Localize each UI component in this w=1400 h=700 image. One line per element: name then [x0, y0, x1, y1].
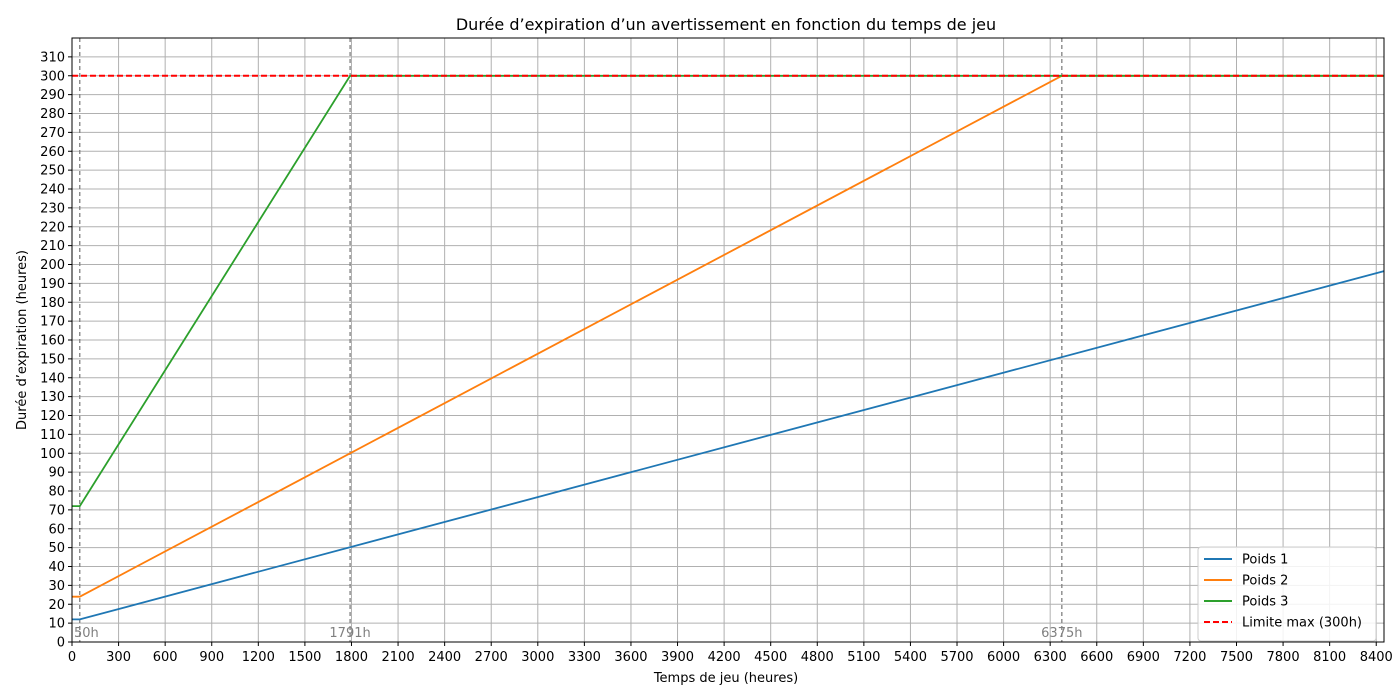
y-tick-label: 60	[48, 522, 65, 537]
y-tick-label: 20	[48, 598, 65, 613]
x-tick-label: 6000	[987, 650, 1020, 665]
legend-label: Poids 1	[1242, 553, 1288, 568]
y-tick-label: 90	[48, 466, 65, 481]
reference-lines: 50h 1791h 6375h	[74, 38, 1082, 642]
series-line-poids-1	[72, 270, 1385, 621]
x-tick-label: 6900	[1127, 650, 1160, 665]
x-axis-label: Temps de jeu (heures)	[653, 671, 798, 686]
y-tick-label: 250	[40, 164, 65, 179]
y-tick-label: 240	[40, 183, 65, 198]
x-tick-label: 5400	[894, 650, 927, 665]
axis-ticks: 0 300 600 900 1200 1500 1800 2100 2400 2700 3000 33…	[40, 50, 1393, 665]
x-tick-label: 7200	[1173, 650, 1206, 665]
x-tick-label: 8100	[1313, 650, 1346, 665]
y-tick-label: 210	[40, 239, 65, 254]
x-tick-label: 7800	[1267, 650, 1300, 665]
y-tick-label: 300	[40, 69, 65, 84]
y-tick-label: 70	[48, 503, 65, 518]
y-tick-label: 40	[48, 560, 65, 575]
y-tick-label: 220	[40, 220, 65, 235]
y-tick-label: 30	[48, 579, 65, 594]
y-tick-label: 160	[40, 334, 65, 349]
y-tick-label: 10	[48, 617, 65, 632]
reference-line-label: 50h	[74, 626, 99, 641]
y-tick-label: 280	[40, 107, 65, 122]
reference-line-label: 6375h	[1041, 626, 1082, 641]
legend: Poids 1 Poids 2 Poids 3 Limite max (300h)	[1197, 546, 1377, 642]
legend-label: Limite max (300h)	[1242, 616, 1362, 631]
grid	[71, 38, 1384, 643]
y-tick-label: 50	[48, 541, 65, 556]
x-tick-label: 4200	[708, 650, 741, 665]
x-tick-label: 300	[106, 650, 131, 665]
series-line-poids-2	[72, 74, 1384, 598]
x-tick-label: 5700	[940, 650, 973, 665]
x-tick-label: 3300	[568, 650, 601, 665]
x-tick-label: 2100	[382, 650, 415, 665]
y-tick-label: 110	[40, 428, 65, 443]
y-tick-label: 230	[40, 201, 65, 216]
x-tick-label: 600	[153, 650, 178, 665]
y-tick-label: 260	[40, 145, 65, 160]
legend-box	[1197, 546, 1377, 642]
series-line-poids-3	[72, 74, 1384, 508]
x-tick-label: 3600	[614, 650, 647, 665]
x-tick-label: 3900	[661, 650, 694, 665]
y-tick-label: 100	[40, 447, 65, 462]
x-tick-label: 8400	[1360, 650, 1393, 665]
reference-line-label: 1791h	[329, 626, 370, 641]
x-tick-label: 1800	[335, 650, 368, 665]
x-tick-label: 0	[68, 650, 76, 665]
x-tick-label: 4800	[801, 650, 834, 665]
y-tick-label: 190	[40, 277, 65, 292]
x-tick-label: 5100	[847, 650, 880, 665]
x-tick-label: 3000	[521, 650, 554, 665]
x-tick-label: 1500	[288, 650, 321, 665]
legend-label: Poids 2	[1242, 574, 1288, 589]
y-tick-label: 0	[57, 636, 65, 651]
x-tick-label: 900	[199, 650, 224, 665]
legend-label: Poids 3	[1242, 595, 1288, 610]
y-tick-label: 150	[40, 352, 65, 367]
y-tick-label: 200	[40, 258, 65, 273]
y-tick-label: 170	[40, 315, 65, 330]
y-tick-label: 130	[40, 390, 65, 405]
y-tick-label: 180	[40, 296, 65, 311]
x-tick-label: 7500	[1220, 650, 1253, 665]
y-tick-label: 270	[40, 126, 65, 141]
y-tick-label: 120	[40, 409, 65, 424]
series-lines	[72, 74, 1385, 621]
y-tick-label: 290	[40, 88, 65, 103]
x-tick-label: 6300	[1034, 650, 1067, 665]
x-tick-label: 2400	[428, 650, 461, 665]
y-tick-label: 310	[40, 50, 65, 65]
y-tick-label: 140	[40, 371, 65, 386]
x-tick-label: 4500	[754, 650, 787, 665]
y-axis-label: Durée d’expiration (heures)	[15, 250, 30, 430]
x-tick-label: 1200	[242, 650, 275, 665]
x-tick-label: 2700	[475, 650, 508, 665]
x-tick-label: 6600	[1080, 650, 1113, 665]
chart-title: Durée d’expiration d’un avertissement en…	[456, 15, 996, 34]
y-tick-label: 80	[48, 485, 65, 500]
